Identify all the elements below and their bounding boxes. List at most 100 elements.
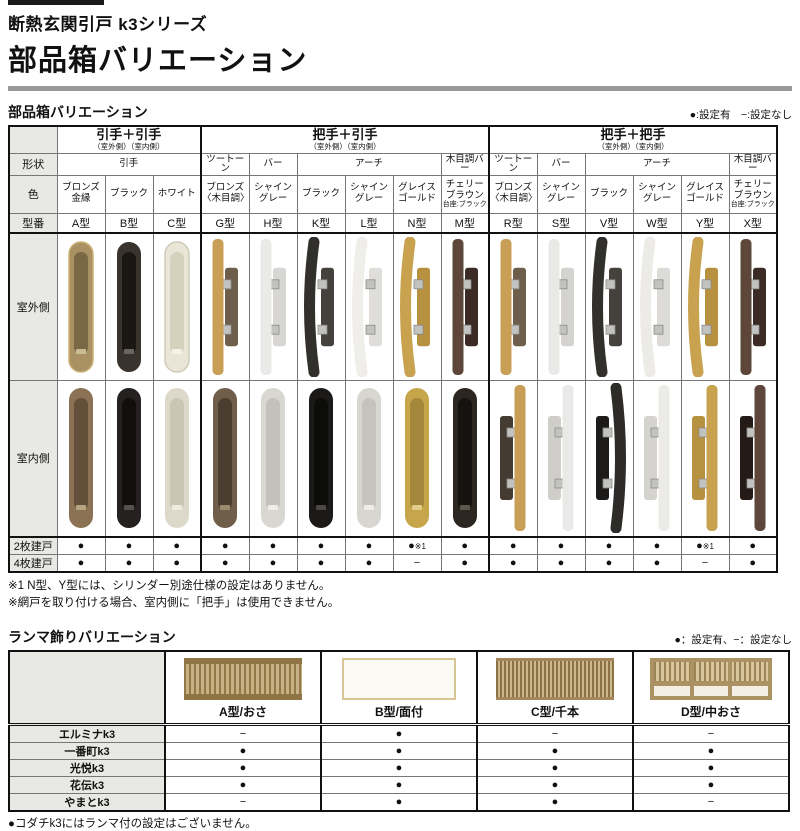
shape-cell: ツートーン [200,152,250,176]
bar-handle-icon [500,385,526,532]
availability-cell: ● [728,536,778,555]
indoor-image-cell [200,379,250,538]
color-row: 色ブロンズ金縁 ブラック ホワイト ブロンズ〈木目調〉 シャイングレー ブラック シャイング… [8,174,778,214]
footnote: ※1 N型、Y型には、シリンダー別途仕様の設定はありません。 [8,580,331,592]
ranma-row: エルミナk3− ● − − [8,724,790,744]
row-label-cell: 色 [8,174,58,214]
recessed-pull-handle-icon [261,388,285,529]
shape-cell: バー [536,152,586,176]
ranma-availability-cell: ● [632,759,790,778]
title-divider [8,86,792,91]
series-label: 断熱玄関引戸 k3シリーズ [8,15,208,34]
model-row: 型番 A型 B型 C型 G型 H型 K型 L型 N型 M型 R型 S型 V型 W型 Y型 X型 [8,212,778,234]
color-cell: シャイングレー [248,174,298,214]
model-cell: G型 [200,212,250,234]
recessed-pull-handle-icon [452,388,477,529]
availability-cell: ● [248,554,298,573]
availability-cell: ● [536,536,586,555]
availability-cell: ● [248,536,298,555]
outdoor-image-cell [296,232,346,381]
ranma-availability-cell: − [632,793,790,812]
ranma-type-label: B型/面付 [374,705,423,720]
ranma-row: やまとk3− ● ● − [8,793,790,812]
model-cell: H型 [248,212,298,234]
model-cell: R型 [488,212,538,234]
recessed-pull-handle-icon [164,241,190,373]
ranma-header-cell: A型/おさ [164,650,322,727]
availability-cell: ● [632,536,682,555]
bar-handle-icon [692,385,718,532]
color-cell: ブロンズ〈木目調〉 [200,174,250,214]
model-cell: L型 [344,212,394,234]
availability-cell: ● [440,554,490,573]
four-panel-row: 4枚建戸 ● ● ● ● ● ● ● − ● ● ● ● ● − ● [8,554,778,573]
group-header-cell: 引手＋引手 （室外側）（室内側） [56,125,202,154]
model-cell: A型 [56,212,106,234]
ranma-row-label: 一番町k3 [8,742,166,761]
availability-cell: ● [104,554,154,573]
ranma-header-row: A型/おさ B型/面付 C型/千本 D型/中おさ [8,650,790,727]
ranma-availability-cell: − [164,793,322,812]
indoor-row: 室内側 [8,379,778,538]
model-cell: X型 [728,212,778,234]
color-cell: グレイスゴールド [392,174,442,214]
indoor-image-cell [680,379,730,538]
model-cell: W型 [632,212,682,234]
row-label-cell: 室内側 [8,379,58,538]
bar-handle-icon [548,238,574,375]
ranma-availability-cell: ● [632,742,790,761]
shape-cell: 木目調バー [728,152,778,176]
ranma-availability-cell: − [476,724,634,744]
ranma-type-label: C型/千本 [530,705,579,720]
recessed-pull-handle-icon [69,388,93,529]
ranma-row: 光悦k3 ● ● ● ● [8,759,790,778]
availability-cell: ● [632,554,682,573]
parts-legend: ●:設定有 −:設定なし [689,109,792,121]
ranma-availability-cell: ● [476,776,634,795]
indoor-image-cell [440,379,490,538]
transom-pattern-image [184,658,302,701]
ranma-note: ●コダチk3にはランマ付の設定はございません。 [8,818,257,831]
ranma-availability-cell: ● [476,759,634,778]
arch-handle-icon [688,236,718,377]
ranma-availability-cell: ● [476,742,634,761]
two-panel-row: 2枚建戸 ● ● ● ● ● ● ● ●※1 ● ● ● ● ● ●※1 ● [8,536,778,555]
ranma-availability-cell: ● [320,793,478,812]
group-header-row: 引手＋引手 （室外側）（室内側） 把手＋引手 （室外側）（室内側） 把手＋把手 （室外側）… [8,125,778,154]
availability-cell: ● [296,554,346,573]
availability-cell: ● [344,554,394,573]
model-cell: V型 [584,212,634,234]
outdoor-image-cell [584,232,634,381]
recessed-pull-handle-icon [309,388,333,529]
availability-cell: ● [56,554,106,573]
color-cell: シャイングレー [536,174,586,214]
page-title: 部品箱バリエーション [8,45,308,77]
recessed-pull-handle-icon [213,388,238,529]
bar-handle-icon [500,238,527,375]
availability-cell: ● [584,554,634,573]
model-cell: B型 [104,212,154,234]
availability-cell: ● [296,536,346,555]
availability-cell: ● [584,536,634,555]
color-cell: ブロンズ〈木目調〉 [488,174,538,214]
color-cell: チェリーブラウン 台座:ブラック [440,174,490,214]
indoor-image-cell [632,379,682,538]
footnote: ※網戸を取り付ける場合、室内側に「把手」は使用できません。 [8,596,340,609]
ranma-availability-cell: ● [164,742,322,761]
ranma-row-label: 花伝k3 [8,776,166,795]
ranma-section-title: ランマ飾りバリエーション [8,629,176,646]
color-cell: シャイングレー [344,174,394,214]
ranma-availability-cell: ● [320,742,478,761]
color-cell: ホワイト [152,174,202,214]
outdoor-image-cell [392,232,442,381]
outdoor-image-cell [344,232,394,381]
parts-table-body: 引手＋引手 （室外側）（室内側） 把手＋引手 （室外側）（室内側） 把手＋把手 （室外側）… [8,125,778,573]
model-cell: N型 [392,212,442,234]
page-top-bar [8,0,104,5]
outdoor-image-cell [728,232,778,381]
availability-cell: ● [536,554,586,573]
row-label-cell: 2枚建戸 [8,536,58,555]
availability-cell: − [680,554,730,573]
model-cell: Y型 [680,212,730,234]
